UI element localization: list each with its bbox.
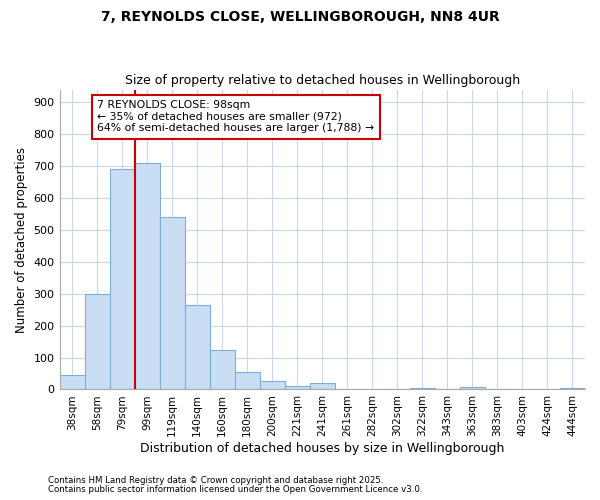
Bar xyxy=(160,217,185,390)
Bar xyxy=(209,350,235,390)
Text: 7, REYNOLDS CLOSE, WELLINGBOROUGH, NN8 4UR: 7, REYNOLDS CLOSE, WELLINGBOROUGH, NN8 4… xyxy=(101,10,499,24)
Bar xyxy=(235,372,260,390)
X-axis label: Distribution of detached houses by size in Wellingborough: Distribution of detached houses by size … xyxy=(140,442,505,455)
Bar xyxy=(134,163,160,390)
Bar xyxy=(310,383,335,390)
Bar xyxy=(410,388,435,390)
Bar xyxy=(59,375,85,390)
Bar xyxy=(560,388,585,390)
Bar xyxy=(285,386,310,390)
Title: Size of property relative to detached houses in Wellingborough: Size of property relative to detached ho… xyxy=(125,74,520,87)
Text: 7 REYNOLDS CLOSE: 98sqm
← 35% of detached houses are smaller (972)
64% of semi-d: 7 REYNOLDS CLOSE: 98sqm ← 35% of detache… xyxy=(97,100,374,134)
Bar xyxy=(185,305,209,390)
Bar xyxy=(260,380,285,390)
Text: Contains public sector information licensed under the Open Government Licence v3: Contains public sector information licen… xyxy=(48,485,422,494)
Y-axis label: Number of detached properties: Number of detached properties xyxy=(15,146,28,332)
Bar xyxy=(85,294,110,390)
Bar xyxy=(460,387,485,390)
Text: Contains HM Land Registry data © Crown copyright and database right 2025.: Contains HM Land Registry data © Crown c… xyxy=(48,476,383,485)
Bar xyxy=(335,388,360,390)
Bar xyxy=(110,170,134,390)
